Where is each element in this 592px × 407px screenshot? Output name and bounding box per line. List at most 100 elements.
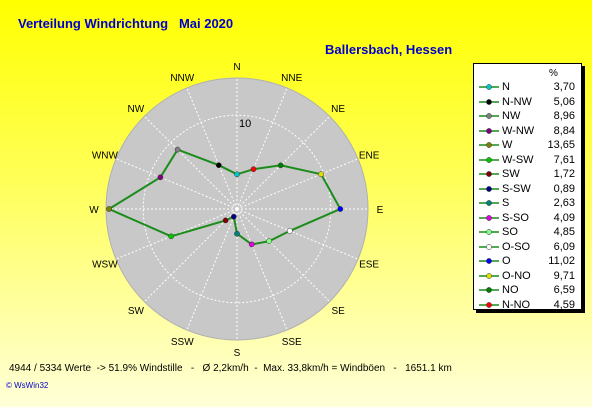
legend-direction: W bbox=[502, 139, 513, 151]
point-nnw bbox=[215, 162, 222, 169]
legend-marker-icon bbox=[479, 272, 499, 280]
dir-label-nw: NW bbox=[128, 104, 145, 115]
legend-value: 2,63 bbox=[553, 197, 575, 209]
point-sse bbox=[248, 241, 255, 248]
legend-direction: SW bbox=[502, 168, 520, 180]
legend-marker-icon bbox=[479, 185, 499, 193]
legend-item: S-SW 0,89 bbox=[474, 182, 581, 197]
legend-item: N-NW 5,06 bbox=[474, 95, 581, 110]
legend-marker-icon bbox=[479, 301, 499, 309]
point-ene bbox=[318, 171, 324, 178]
point-se bbox=[266, 238, 273, 245]
point-ese bbox=[286, 228, 293, 234]
legend-direction: SO bbox=[502, 226, 518, 238]
point-wsw bbox=[168, 233, 174, 240]
spoke-ssw bbox=[186, 208, 238, 331]
legend-value: 4,09 bbox=[553, 211, 575, 224]
legend-list: N 3,70 N-NW 5,06 NW 8,96 W-NW 8,84 W 13,65 W-SW 7,6… bbox=[474, 80, 581, 312]
point-w bbox=[106, 206, 112, 212]
dir-label-nnw: NNW bbox=[170, 73, 194, 84]
legend-marker-icon bbox=[479, 199, 499, 207]
dir-label-ene: ENE bbox=[359, 150, 380, 161]
legend-item: W-NW 8,84 bbox=[474, 124, 581, 139]
legend-direction: W-NW bbox=[502, 124, 535, 137]
legend-value: 9,71 bbox=[553, 269, 575, 282]
dir-label-s: S bbox=[234, 348, 241, 359]
dir-label-n: N bbox=[233, 62, 240, 73]
legend-marker-icon bbox=[479, 112, 499, 120]
legend-direction: O-NO bbox=[502, 269, 531, 282]
legend-direction: N-NW bbox=[502, 95, 532, 108]
legend-direction: N bbox=[502, 81, 510, 93]
legend-value: 3,70 bbox=[553, 81, 575, 93]
legend-item: N-NO 4,59 bbox=[474, 298, 581, 313]
legend-value: 4,59 bbox=[553, 298, 575, 311]
station-location: Ballersbach, Hessen bbox=[325, 42, 453, 57]
dir-label-ssw: SSW bbox=[171, 337, 194, 348]
legend-value: 11,02 bbox=[548, 255, 575, 267]
legend: % N 3,70 N-NW 5,06 NW 8,96 W-NW 8,84 W 13,65 W-SW 7… bbox=[473, 63, 582, 312]
spoke-nw bbox=[144, 116, 238, 210]
spoke-nnw bbox=[186, 87, 238, 210]
dir-label-se: SE bbox=[331, 306, 345, 317]
legend-direction: S-SW bbox=[502, 182, 531, 195]
point-s bbox=[234, 230, 240, 237]
legend-marker-icon bbox=[479, 156, 499, 164]
dir-label-e: E bbox=[377, 205, 384, 216]
legend-marker-icon bbox=[479, 98, 499, 106]
legend-marker-icon bbox=[479, 228, 499, 236]
point-n bbox=[234, 171, 240, 178]
legend-marker-icon bbox=[479, 170, 499, 178]
legend-item: SW 1,72 bbox=[474, 167, 581, 182]
legend-value: 5,06 bbox=[553, 95, 575, 108]
chart-title: Verteilung Windrichtung Mai 2020 bbox=[18, 16, 234, 31]
dir-label-ne: NE bbox=[331, 104, 345, 115]
legend-marker-icon bbox=[479, 214, 499, 222]
legend-item: O-SO 6,09 bbox=[474, 240, 581, 255]
legend-item: W 13,65 bbox=[474, 138, 581, 153]
dir-label-wnw: WNW bbox=[92, 150, 119, 161]
spoke-wnw bbox=[115, 158, 238, 210]
point-nw bbox=[174, 146, 181, 153]
legend-item: N 3,70 bbox=[474, 80, 581, 95]
legend-item: SO 4,85 bbox=[474, 225, 581, 240]
legend-marker-icon bbox=[479, 83, 499, 91]
legend-value: 4,85 bbox=[553, 226, 575, 238]
dir-label-w: W bbox=[89, 205, 99, 216]
spoke-ese bbox=[236, 208, 359, 260]
legend-value: 8,96 bbox=[553, 110, 575, 122]
point-ne bbox=[277, 162, 284, 169]
legend-value: 6,09 bbox=[553, 240, 575, 253]
legend-marker-icon bbox=[479, 243, 499, 251]
software-credit: © WsWin32 bbox=[6, 381, 49, 390]
point-wnw bbox=[157, 174, 164, 181]
point-sw bbox=[222, 217, 229, 224]
legend-marker-icon bbox=[479, 286, 499, 294]
dir-label-wsw: WSW bbox=[92, 260, 118, 271]
legend-direction: S bbox=[502, 197, 510, 209]
legend-value: 0,89 bbox=[553, 182, 575, 195]
legend-marker-icon bbox=[479, 127, 499, 135]
dir-label-nne: NNE bbox=[281, 73, 302, 84]
legend-direction: N-NO bbox=[502, 298, 531, 311]
legend-value: 1,72 bbox=[553, 168, 575, 180]
legend-value: 13,65 bbox=[547, 139, 575, 151]
legend-direction: W-SW bbox=[502, 153, 534, 166]
legend-unit: % bbox=[549, 68, 558, 79]
ring-10-percent bbox=[142, 114, 332, 304]
direction-labels: N NNE NE ENE E ESE SE SSE S SSW SW WSW W WNW NW NNW bbox=[89, 62, 383, 359]
ring-label: 10 bbox=[239, 118, 251, 130]
legend-item: O 11,02 bbox=[474, 254, 581, 269]
spoke-ne bbox=[236, 116, 330, 210]
legend-item: NO 6,59 bbox=[474, 283, 581, 298]
dir-label-sse: SSE bbox=[282, 337, 302, 348]
spoke-se bbox=[236, 208, 330, 302]
legend-item: O-NO 9,71 bbox=[474, 269, 581, 284]
legend-marker-icon bbox=[479, 257, 499, 265]
point-e bbox=[337, 206, 344, 212]
legend-direction: NW bbox=[502, 110, 521, 122]
legend-direction: NO bbox=[502, 284, 519, 296]
legend-item: S-SO 4,09 bbox=[474, 211, 581, 226]
